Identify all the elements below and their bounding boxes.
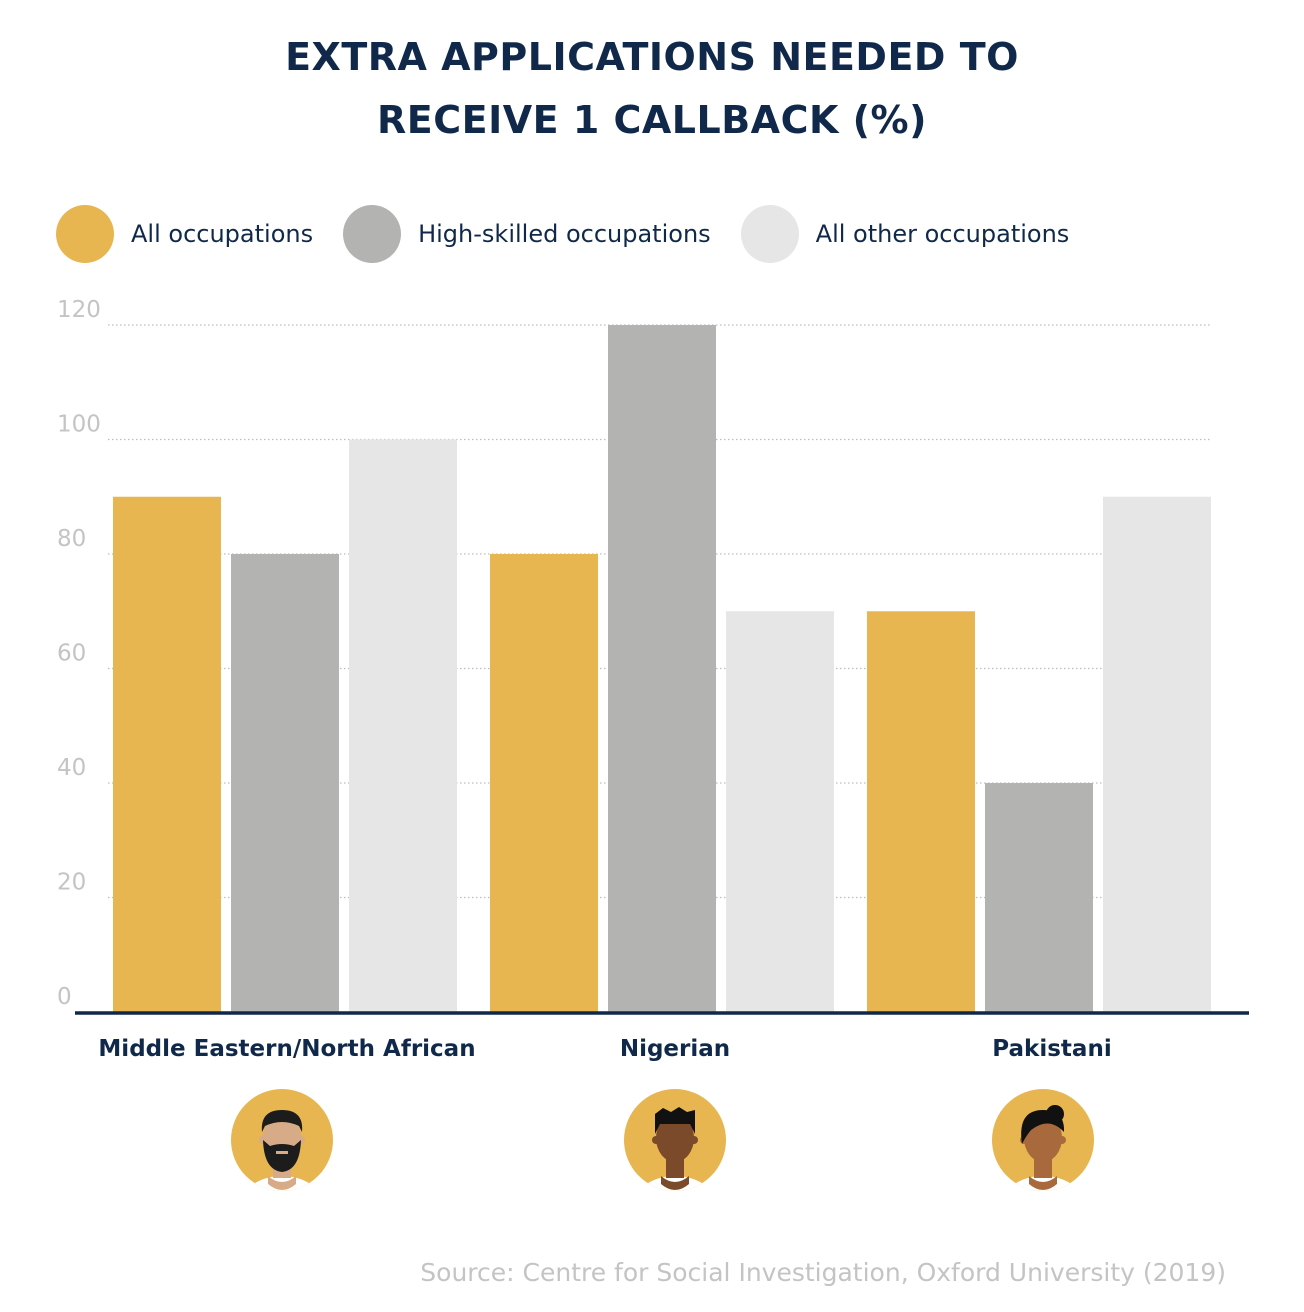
legend-item-all-other: All other occupations — [740, 205, 1070, 263]
woman-avatar-icon — [992, 1089, 1094, 1191]
bar-pakistani-high-skilled-occupations — [985, 783, 1093, 1012]
x-category-label: Nigerian — [620, 1036, 730, 1062]
bar-nigerian-all-occupations — [490, 554, 598, 1012]
chart-title-line-1: EXTRA APPLICATIONS NEEDED TO — [285, 35, 1019, 79]
chart-title: EXTRA APPLICATIONS NEEDED TO RECEIVE 1 C… — [0, 26, 1304, 152]
legend: All occupations High-skilled occupations… — [56, 205, 1099, 263]
y-tick-label: 40 — [57, 755, 86, 781]
y-tick-label: 60 — [57, 641, 86, 667]
bearded-man-avatar-icon — [231, 1089, 333, 1191]
source-note: Source: Centre for Social Investigation,… — [420, 1258, 1226, 1287]
y-tick-label: 80 — [57, 526, 86, 552]
legend-label-high-skilled: High-skilled occupations — [418, 220, 711, 248]
bar-middle-eastern-north-african-all-occupations — [113, 496, 221, 1012]
x-category-label: Middle Eastern/North African — [98, 1036, 475, 1062]
bar-pakistani-all-other-occupations — [1103, 496, 1211, 1012]
legend-item-all-occupations: All occupations — [56, 205, 313, 263]
legend-item-high-skilled: High-skilled occupations — [343, 205, 711, 263]
y-tick-label: 120 — [57, 297, 101, 323]
y-tick-label: 100 — [57, 412, 101, 438]
legend-label-all-other: All other occupations — [815, 220, 1070, 248]
x-category-label: Pakistani — [992, 1036, 1111, 1062]
bar-nigerian-high-skilled-occupations — [608, 325, 716, 1012]
y-tick-label: 20 — [57, 870, 86, 896]
bar-nigerian-all-other-occupations — [726, 611, 834, 1012]
bar-middle-eastern-north-african-high-skilled-occupations — [231, 554, 339, 1012]
man-avatar-icon — [624, 1089, 726, 1191]
legend-swatch-all-occupations — [56, 205, 114, 263]
legend-swatch-high-skilled — [343, 205, 402, 263]
y-tick-label: 0 — [57, 984, 72, 1010]
legend-label-all-occupations: All occupations — [131, 220, 314, 248]
bar-middle-eastern-north-african-all-other-occupations — [349, 439, 457, 1012]
chart-title-line-2: RECEIVE 1 CALLBACK (%) — [377, 98, 927, 142]
legend-swatch-all-other — [740, 205, 799, 263]
bar-pakistani-all-occupations — [867, 611, 975, 1012]
